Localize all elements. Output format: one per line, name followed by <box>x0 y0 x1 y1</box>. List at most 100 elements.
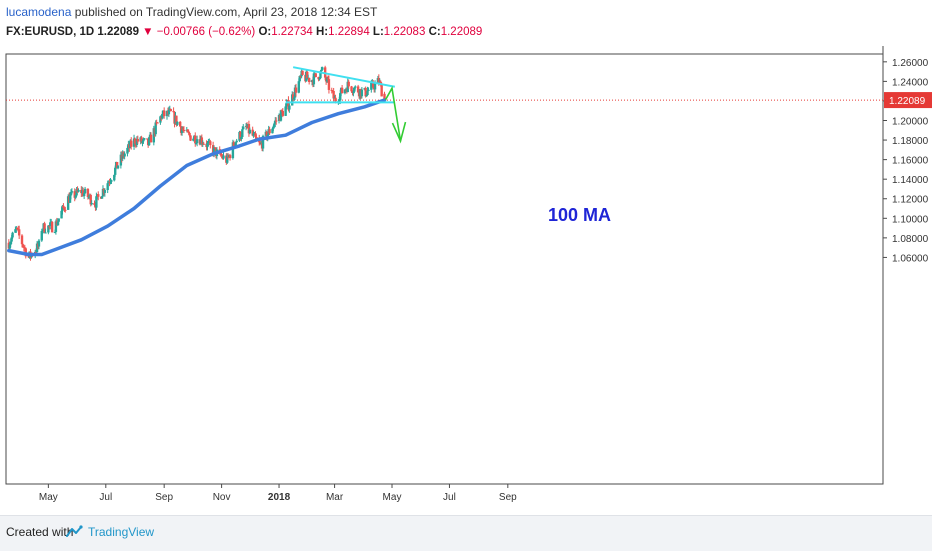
candle-body <box>327 79 331 90</box>
candle-body <box>371 81 375 88</box>
candle-body <box>156 122 159 124</box>
projection-arrow-line <box>384 85 402 142</box>
candle-body <box>275 120 278 122</box>
x-tick-label: Nov <box>213 492 231 503</box>
x-tick-label: May <box>39 492 58 503</box>
candle-body <box>366 90 369 96</box>
candle-body <box>95 196 98 208</box>
candle-body <box>202 143 205 145</box>
candle-body <box>248 129 252 134</box>
candle-body <box>68 195 72 203</box>
x-tick-label: Jul <box>99 492 112 503</box>
candle-body <box>90 203 93 205</box>
publish-info: lucamodena published on TradingView.com,… <box>6 4 377 20</box>
candle-body <box>242 126 245 130</box>
candle-body <box>103 190 107 193</box>
candle-body <box>10 237 13 242</box>
y-tick-label: 1.08000 <box>892 234 929 245</box>
candle-body <box>40 231 43 241</box>
candle-body <box>180 129 184 133</box>
candle-body <box>306 72 309 79</box>
candle-body <box>83 188 87 194</box>
candle-body <box>240 136 243 140</box>
candle-body <box>321 67 324 70</box>
candle-body <box>239 131 242 140</box>
candle-body <box>113 174 116 181</box>
candle-body <box>279 110 283 121</box>
candle-body <box>332 90 335 99</box>
candle-body <box>307 77 311 83</box>
candle-body <box>192 138 195 141</box>
candle-body <box>254 133 257 137</box>
candle-body <box>62 205 65 208</box>
candle-body <box>320 69 323 72</box>
candle-body <box>297 81 301 93</box>
x-tick-label: May <box>383 492 402 503</box>
high-value: 1.22894 <box>328 26 370 38</box>
candle-body <box>162 110 166 117</box>
candle-body <box>17 228 20 230</box>
candle-body <box>136 139 140 142</box>
y-tick-label: 1.06000 <box>892 253 929 264</box>
candle-body <box>97 194 100 197</box>
tradingview-brand[interactable]: TradingView <box>88 525 155 539</box>
candle-body <box>299 75 302 77</box>
candle-body <box>353 87 356 92</box>
candle-body <box>60 210 63 219</box>
candle-body <box>100 196 104 199</box>
candle-body <box>176 121 179 125</box>
candle-body <box>93 203 96 205</box>
candle-body <box>14 229 17 233</box>
candle-body <box>347 81 350 87</box>
candle-body <box>325 78 329 82</box>
ohlc-legend: FX:EURUSD, 1D 1.22089 ▼ −0.00766 (−0.62%… <box>6 24 482 40</box>
author-link[interactable]: lucamodena <box>6 5 72 19</box>
candle-body <box>53 231 57 233</box>
footer-bar: Created with TradingView <box>0 515 932 551</box>
candle-body <box>338 100 341 102</box>
candle-body <box>11 232 14 238</box>
candle-body <box>16 227 19 229</box>
candle-body <box>234 142 237 147</box>
candle-body <box>287 100 290 110</box>
candle-body <box>133 138 137 144</box>
tradingview-logo-icon[interactable] <box>66 524 84 540</box>
candle-body <box>294 87 298 93</box>
candle-body <box>17 229 21 236</box>
candle-body <box>273 123 276 127</box>
candle-body <box>20 235 24 245</box>
last-price-badge-label: 1.22089 <box>889 96 926 107</box>
candle-body <box>281 111 285 116</box>
low-label: L: <box>372 26 384 38</box>
candle-body <box>181 129 185 131</box>
close-value: 1.22089 <box>440 26 483 38</box>
last-price: 1.22089 <box>97 26 139 38</box>
candle-body <box>195 139 199 144</box>
candle-body <box>178 121 182 127</box>
candle-body <box>235 140 238 143</box>
candle-body <box>206 142 209 148</box>
candle-body <box>241 129 244 137</box>
y-tick-label: 1.14000 <box>892 175 929 186</box>
open-label: O: <box>258 26 272 38</box>
candle-body <box>312 73 316 85</box>
candle-body <box>207 142 210 144</box>
candle-body <box>69 192 73 196</box>
ma-100-line <box>7 98 387 257</box>
candle-body <box>149 134 153 143</box>
candle-body <box>9 241 12 245</box>
last-price-badge <box>884 92 932 109</box>
candle-body <box>251 129 254 136</box>
candle-body <box>209 141 212 146</box>
candle-body <box>285 102 288 107</box>
candle-body <box>142 138 145 142</box>
candle-body <box>220 155 223 157</box>
candle-body <box>194 143 198 145</box>
candle-body <box>186 129 189 132</box>
price-chart[interactable]: 1.260001.240001.220001.200001.180001.160… <box>0 46 932 514</box>
y-tick-label: 1.18000 <box>892 136 929 147</box>
candle-body <box>187 131 190 134</box>
close-label: C: <box>428 26 441 38</box>
candle-body <box>167 109 171 115</box>
candle-body <box>291 94 295 100</box>
